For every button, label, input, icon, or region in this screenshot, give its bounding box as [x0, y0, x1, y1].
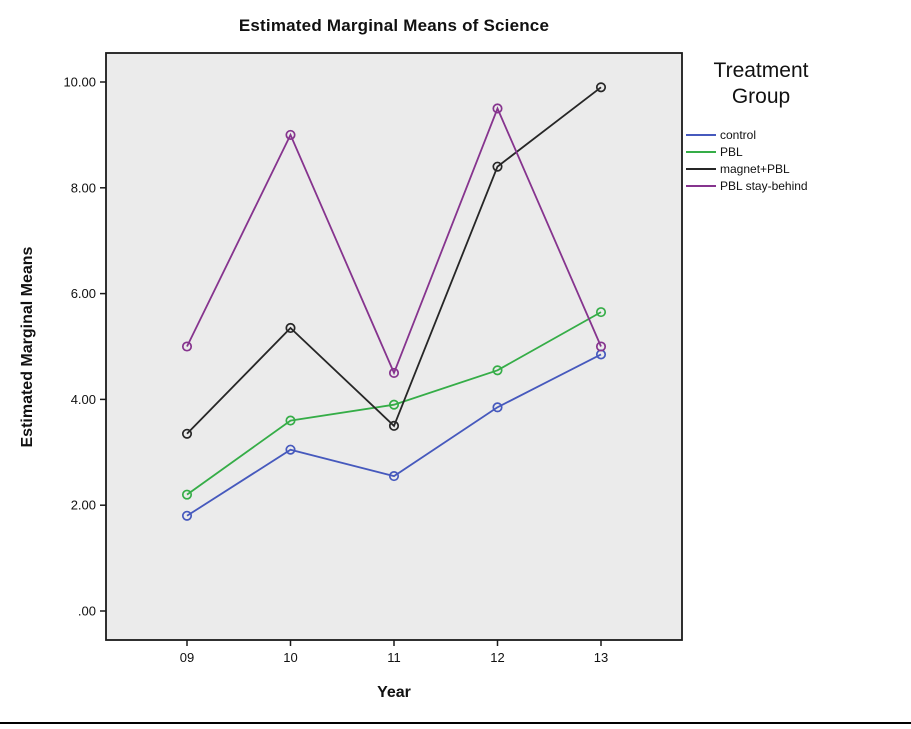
svg-text:6.00: 6.00 [71, 286, 96, 301]
svg-text:13: 13 [594, 650, 608, 665]
legend-item-label: PBL stay-behind [720, 179, 808, 193]
legend-line-swatch [686, 168, 716, 170]
svg-text:4.00: 4.00 [71, 392, 96, 407]
legend-line-swatch [686, 134, 716, 136]
legend-item-pbl: PBL [686, 144, 906, 161]
legend-item-label: magnet+PBL [720, 162, 790, 176]
svg-text:12: 12 [490, 650, 504, 665]
svg-text:.00: .00 [78, 604, 96, 619]
legend: Treatment Group control PBL magnet+PBL P… [686, 58, 906, 195]
legend-item-label: control [720, 128, 757, 142]
legend-title: Treatment Group [713, 59, 809, 109]
svg-text:8.00: 8.00 [71, 180, 96, 195]
y-axis-label: Estimated Marginal Means [19, 246, 36, 448]
x-axis-label: Year [377, 684, 411, 701]
legend-item-control: control [686, 127, 906, 144]
legend-item-pbl-stay-behind: PBL stay-behind [686, 178, 906, 195]
legend-line-swatch [686, 185, 716, 187]
svg-text:2.00: 2.00 [71, 498, 96, 513]
svg-text:09: 09 [180, 650, 194, 665]
svg-text:10: 10 [283, 650, 297, 665]
legend-item-magnet-pbl: magnet+PBL [686, 161, 906, 178]
svg-text:10.00: 10.00 [63, 75, 96, 90]
chart-title: Estimated Marginal Means of Science [238, 16, 550, 35]
legend-line-swatch [686, 151, 716, 153]
svg-text:11: 11 [387, 650, 401, 665]
bottom-divider [0, 722, 911, 724]
legend-item-label: PBL [720, 145, 743, 159]
